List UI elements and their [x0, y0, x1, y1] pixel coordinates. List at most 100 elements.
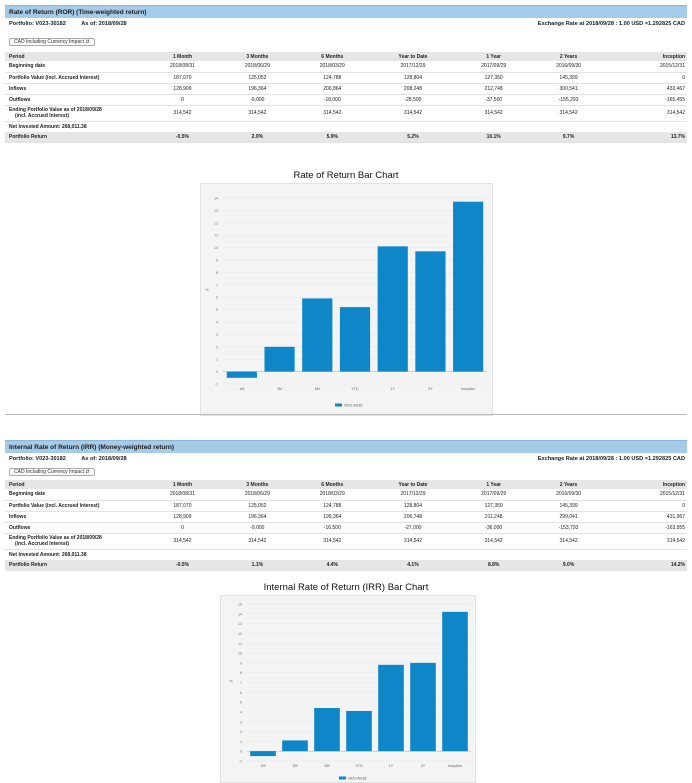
- table-row: Beginning date 2018/08/31 2018/06/29 201…: [5, 61, 687, 73]
- ror-currency-select-value: CAD Including Currency Impact: [14, 39, 85, 45]
- table-cell: 124,788: [294, 72, 370, 84]
- bar[interactable]: [314, 708, 340, 752]
- net-invested-amount: Net Invested Amount: 268,011.38: [9, 123, 87, 130]
- row-label: Outflows: [5, 522, 145, 534]
- table-cell: 314,542: [369, 105, 457, 122]
- bar[interactable]: [282, 740, 308, 752]
- table-cell: 128,804: [369, 72, 457, 84]
- column-header: Year to Date: [369, 480, 457, 489]
- irr-currency-select[interactable]: CAD Including Currency Impact ⇵: [9, 468, 95, 476]
- table-cell: 2018/03/29: [294, 489, 370, 501]
- select-arrows-icon: ⇵: [85, 39, 90, 45]
- return-cell: 9.0%: [531, 560, 607, 571]
- x-tick-label: YTD: [351, 387, 359, 391]
- y-tick-label: -1: [239, 760, 242, 764]
- ror-as-of: As of: 2018/09/28: [81, 21, 127, 27]
- y-tick-label: 2: [240, 730, 242, 734]
- y-tick-label: 10: [214, 246, 218, 250]
- y-tick-label: 12: [238, 632, 242, 636]
- return-cell: 5.2%: [369, 132, 457, 143]
- table-cell: 314,542: [531, 105, 607, 122]
- row-label: Inflows: [5, 83, 145, 95]
- bar[interactable]: [302, 298, 333, 372]
- bar[interactable]: [442, 611, 468, 752]
- table-cell: 314,542: [219, 533, 295, 550]
- return-cell: 10.1%: [456, 132, 532, 143]
- row-label-line2: (incl. Accrued Interest): [15, 113, 69, 119]
- y-tick-label: 0: [240, 750, 242, 754]
- irr-currency-select-value: CAD Including Currency Impact: [14, 469, 85, 475]
- y-tick-label: 5: [216, 308, 218, 312]
- bar[interactable]: [378, 664, 404, 752]
- return-cell: -0.5%: [145, 132, 220, 143]
- table-cell: 314,542: [294, 105, 370, 122]
- x-tick-label: 1Y: [389, 764, 394, 768]
- bar[interactable]: [346, 710, 372, 752]
- table-cell: 314,542: [219, 105, 295, 122]
- table-row: Ending Portfolio Value as of 2018/09/28(…: [5, 533, 687, 550]
- ror-meta-row: Portfolio: V023-30182 As of: 2018/09/28 …: [5, 18, 687, 30]
- ror-header-row: Period 1 Month 3 Months 6 Months Year to…: [5, 52, 687, 61]
- table-cell: 2018/08/31: [145, 489, 220, 501]
- net-invested-row: Net Invested Amount: 268,011.38: [5, 549, 687, 560]
- table-cell: -9,000: [219, 522, 295, 534]
- table-cell: -18,000: [294, 94, 370, 106]
- row-label-line2: (incl. Accrued Interest): [15, 541, 69, 547]
- column-header: 2 Years: [531, 52, 607, 61]
- bar[interactable]: [410, 662, 436, 752]
- bar[interactable]: [339, 307, 371, 372]
- table-cell: 0: [145, 522, 220, 534]
- y-tick-label: 4: [216, 321, 218, 325]
- y-tick-label: 1: [240, 740, 242, 744]
- y-tick-label: 2: [216, 345, 218, 349]
- y-tick-label: 10: [238, 652, 242, 656]
- bar[interactable]: [226, 371, 257, 378]
- y-tick-label: 4: [240, 710, 242, 714]
- y-tick-label: 13: [238, 622, 242, 626]
- table-cell: 128,804: [369, 500, 457, 512]
- table-row: Portfolio Value (incl. Accrued Interest)…: [5, 72, 687, 84]
- row-label: Beginning date: [5, 61, 145, 73]
- table-cell: 433,467: [606, 83, 687, 95]
- table-row: Outflows 0 -9,000 -16,500 -27,000 -36,00…: [5, 522, 687, 534]
- y-axis-label: %: [205, 288, 209, 292]
- table-cell: 314,542: [531, 533, 607, 550]
- irr-chart-title: Internal Rate of Return (IRR) Bar Chart: [263, 582, 429, 593]
- table-cell: 2017/12/29: [369, 489, 457, 501]
- table-cell: 2018/08/31: [145, 61, 220, 73]
- return-cell: 4.4%: [294, 560, 370, 571]
- y-tick-label: 1: [216, 358, 218, 362]
- bar[interactable]: [377, 246, 408, 372]
- table-cell: 2017/12/29: [369, 61, 457, 73]
- table-cell: 2015/12/31: [606, 489, 687, 501]
- table-cell: 145,399: [531, 500, 607, 512]
- y-tick-label: 7: [240, 681, 242, 685]
- return-cell: 4.1%: [369, 560, 457, 571]
- table-cell: 2016/09/30: [531, 61, 607, 73]
- table-cell: 145,399: [531, 72, 607, 84]
- ror-currency-select[interactable]: CAD Including Currency Impact ⇵: [9, 38, 95, 46]
- table-cell: 127,350: [456, 72, 532, 84]
- table-cell: 2015/12/31: [606, 61, 687, 73]
- row-label: Inflows: [5, 511, 145, 523]
- bar[interactable]: [415, 251, 446, 372]
- bar[interactable]: [250, 751, 276, 757]
- y-tick-label: 9: [216, 259, 218, 263]
- y-tick-label: 14: [238, 612, 242, 616]
- table-cell: 314,542: [294, 533, 370, 550]
- bar[interactable]: [453, 201, 484, 372]
- table-cell: 0: [606, 500, 687, 512]
- table-cell: 199,364: [294, 511, 370, 523]
- bar[interactable]: [264, 346, 295, 372]
- table-cell: -163,955: [606, 522, 687, 534]
- table-cell: 2016/09/30: [531, 489, 607, 501]
- x-tick-label: YTD: [355, 764, 363, 768]
- return-cell: 8.8%: [456, 560, 532, 571]
- table-cell: 314,542: [369, 533, 457, 550]
- table-cell: 2018/06/29: [219, 489, 295, 501]
- y-tick-label: 8: [240, 671, 242, 675]
- table-cell: 2018/03/29: [294, 61, 370, 73]
- table-cell: -16,500: [294, 522, 370, 534]
